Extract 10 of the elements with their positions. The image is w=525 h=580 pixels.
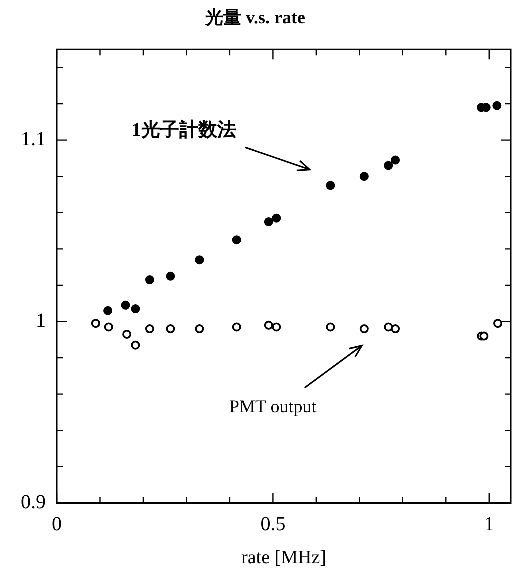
x-tick-label: 1 <box>484 513 494 536</box>
y-tick-label: 0.9 <box>21 491 46 514</box>
x-tick-label: 0 <box>52 513 62 536</box>
annotation: PMT output <box>230 396 317 417</box>
y-tick-label: 1 <box>36 310 46 332</box>
y-tick-label: 1.1 <box>21 128 46 151</box>
x-tick-label: 0.5 <box>260 513 286 536</box>
chart-title: 光量 v.s. rate <box>204 7 306 28</box>
x-axis-title: rate [MHz] <box>242 548 326 569</box>
annotation: 1光子計数法 <box>132 119 236 142</box>
